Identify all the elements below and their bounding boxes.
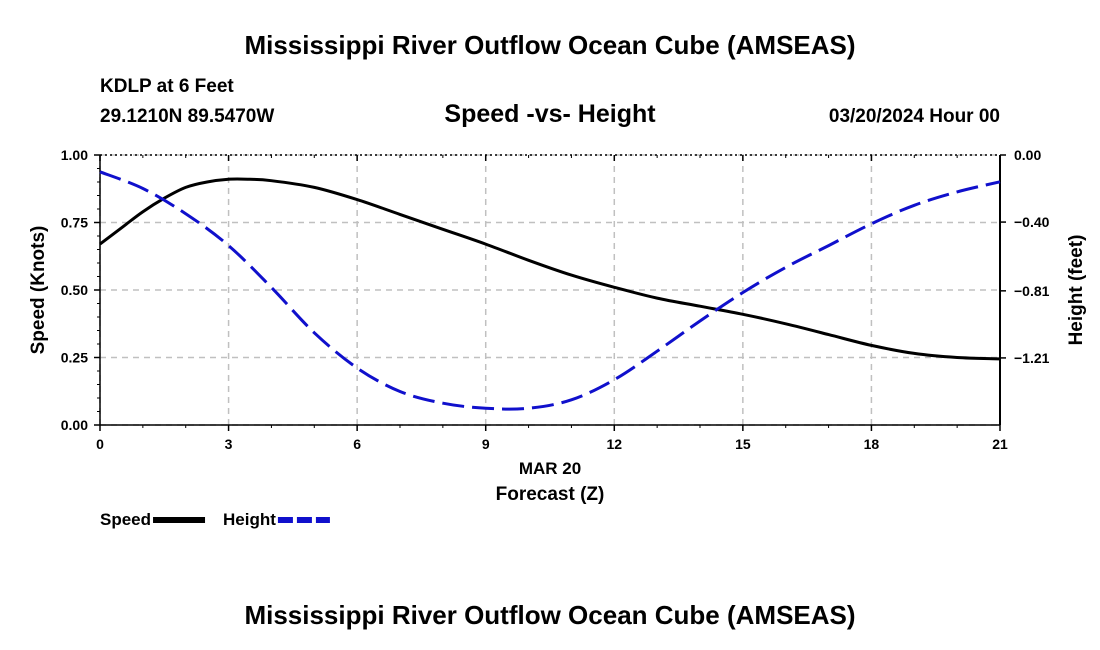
y-tick-label: 0.25 <box>61 350 88 366</box>
x-tick-label: 3 <box>225 436 233 452</box>
x-tick-label: 21 <box>992 436 1008 452</box>
x-tick-label: 9 <box>482 436 490 452</box>
series-line-height <box>99 170 1001 411</box>
y-right-tick-label: −1.21 <box>1014 350 1050 366</box>
x-tick-label: 0 <box>96 436 104 452</box>
y-tick-label: 0.00 <box>61 417 88 433</box>
y-right-axis-title: Height (feet) <box>1066 235 1087 346</box>
x-axis-date-label: MAR 20 <box>519 459 581 478</box>
station-label: KDLP at 6 Feet <box>100 76 234 97</box>
forecast-date: 03/20/2024 Hour 00 <box>828 106 1000 127</box>
chart-subtitle: Speed -vs- Height <box>444 100 656 128</box>
y-right-tick-label: −0.81 <box>1014 283 1050 299</box>
y-tick-label: 0.75 <box>61 215 88 231</box>
legend-label-height: Height <box>223 510 276 529</box>
x-tick-label: 18 <box>864 436 880 452</box>
y-tick-label: 1.00 <box>61 147 88 163</box>
y-right-tick-label: −0.40 <box>1014 214 1050 230</box>
legend-label-speed: Speed <box>100 510 151 529</box>
x-tick-label: 12 <box>606 436 622 452</box>
station-coordinates: 29.1210N 89.5470W <box>100 106 275 127</box>
y-tick-label: 0.50 <box>61 282 88 298</box>
x-tick-label: 15 <box>735 436 751 452</box>
y-axis-title: Speed (Knots) <box>28 226 49 355</box>
chart-title-bottom: Mississippi River Outflow Ocean Cube (AM… <box>244 600 856 630</box>
x-axis-title: Forecast (Z) <box>496 484 605 505</box>
series-line-speed <box>99 177 1001 361</box>
y-right-tick-label: 0.00 <box>1014 147 1041 163</box>
chart-title-top: Mississippi River Outflow Ocean Cube (AM… <box>244 30 856 60</box>
x-tick-label: 6 <box>353 436 361 452</box>
